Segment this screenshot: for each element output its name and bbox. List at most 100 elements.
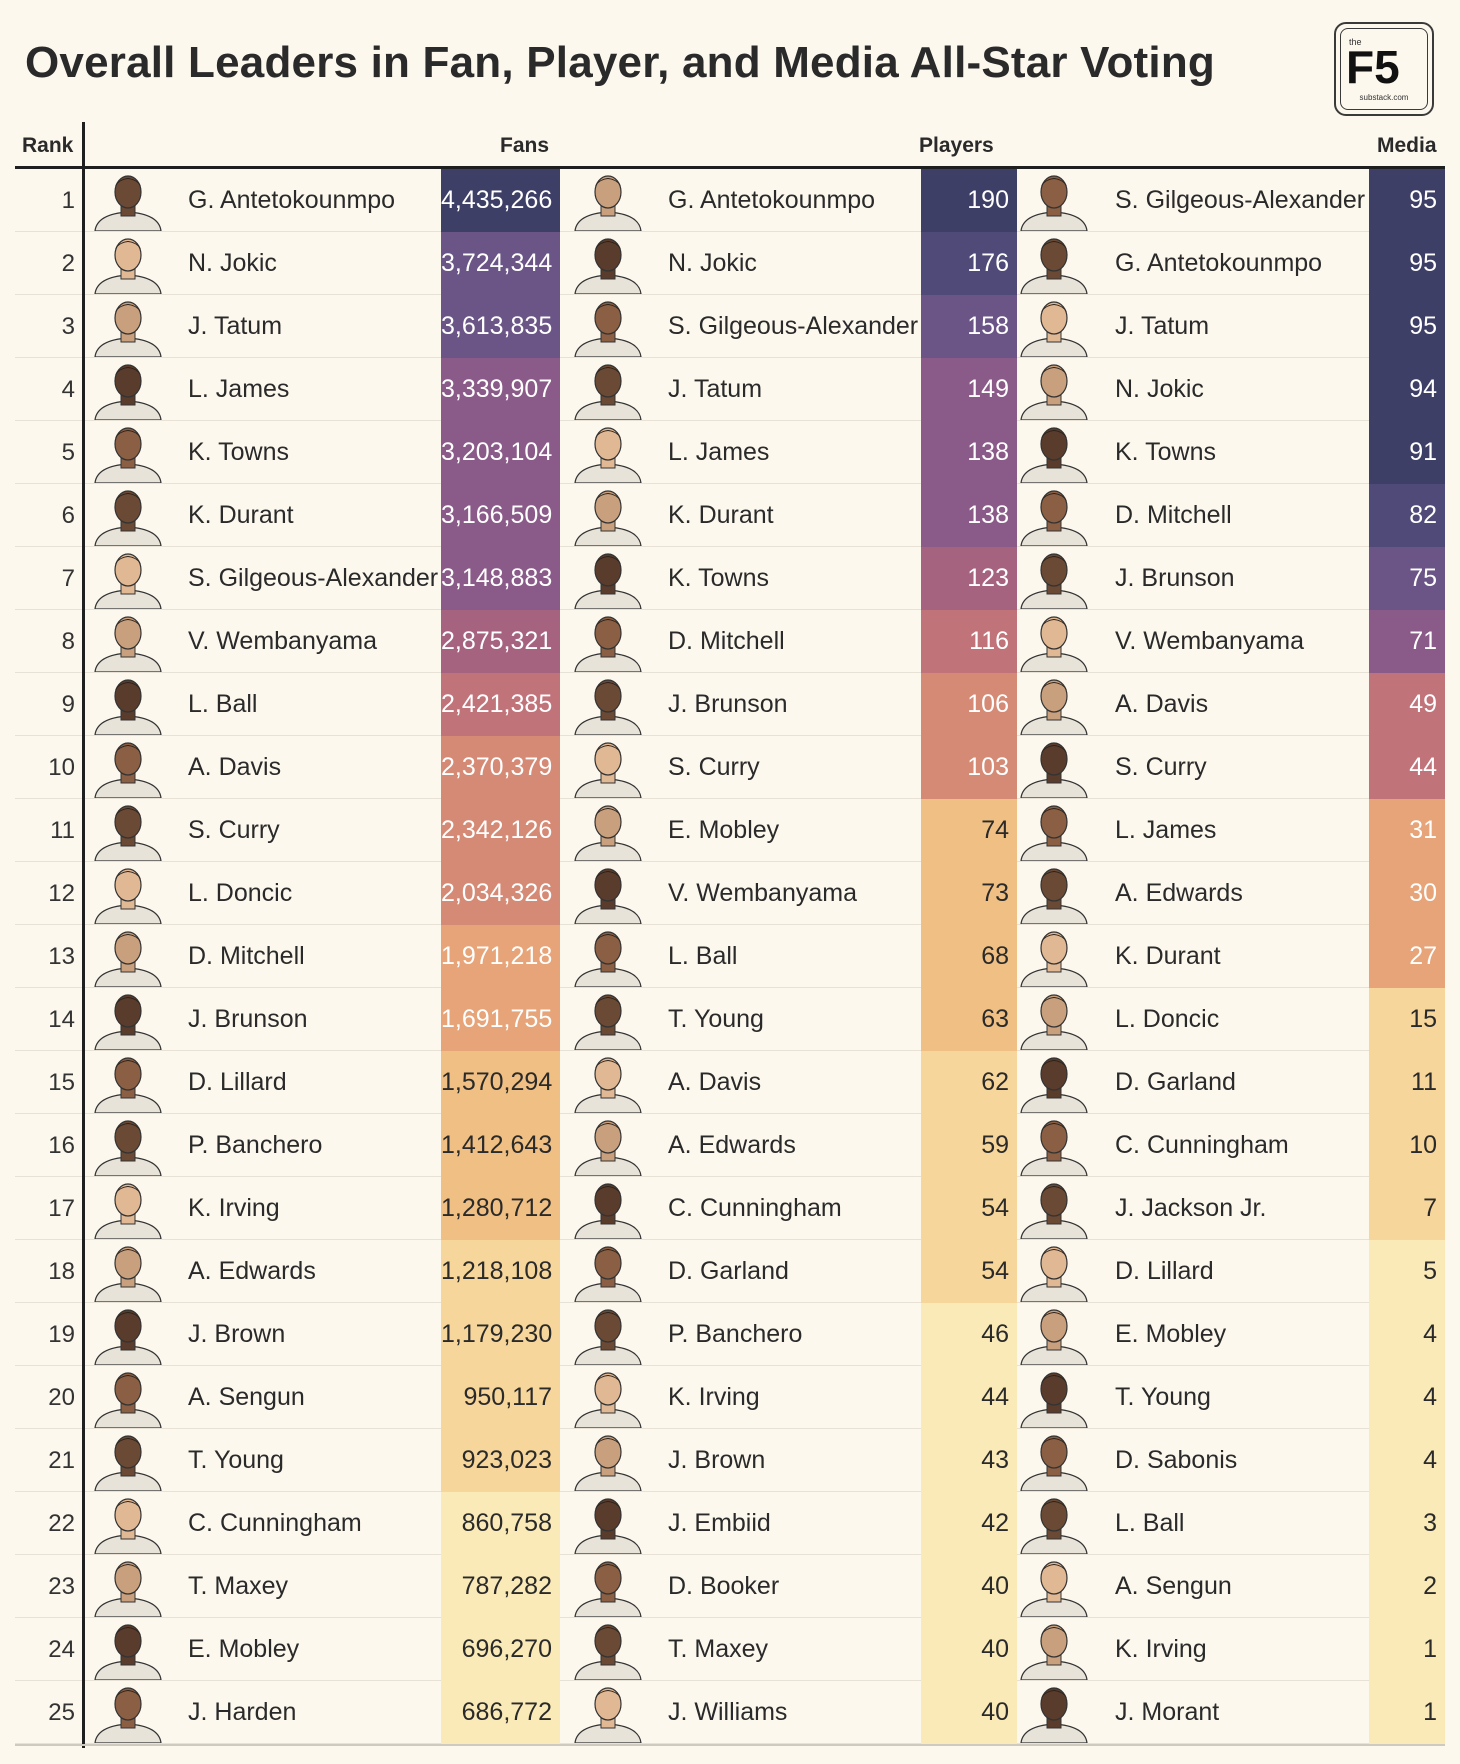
player-headshot-icon xyxy=(87,1556,169,1618)
table-row: 21 T. Young 923,023 J. Brown 43 D. Sabonis 4 xyxy=(15,1429,1445,1492)
media-votes-cell: 49 xyxy=(1369,673,1445,736)
media-votes-cell: 15 xyxy=(1369,988,1445,1051)
fans-votes-cell: 950,117 xyxy=(441,1366,560,1429)
players-player-name: A. Edwards xyxy=(668,1131,796,1159)
logo-small-text: the xyxy=(1349,37,1362,47)
media-player-name: J. Brunson xyxy=(1115,564,1235,592)
players-votes-cell: 123 xyxy=(921,547,1017,610)
fans-player-name: L. Doncic xyxy=(188,879,293,907)
rank-divider xyxy=(82,122,85,1748)
player-headshot-icon xyxy=(1013,737,1095,799)
media-player-name: C. Cunningham xyxy=(1115,1131,1289,1159)
fans-votes-cell: 2,342,126 xyxy=(441,799,560,862)
fans-votes-cell: 3,166,509 xyxy=(441,484,560,547)
player-headshot-icon xyxy=(567,611,649,673)
media-player-name: S. Gilgeous-Alexander xyxy=(1115,186,1366,214)
player-headshot-icon xyxy=(87,1682,169,1744)
players-player-name: J. Embiid xyxy=(668,1509,771,1537)
table-row: 8 V. Wembanyama 2,875,321 D. Mitchell 116 V. … xyxy=(15,610,1445,673)
player-headshot-icon xyxy=(567,926,649,988)
fans-votes-cell: 686,772 xyxy=(441,1681,560,1744)
table-row: 24 E. Mobley 696,270 T. Maxey 40 K. Irving 1 xyxy=(15,1618,1445,1681)
table-row: 1 G. Antetokounmpo 4,435,266 G. Antetokounm… xyxy=(15,169,1445,232)
player-headshot-icon xyxy=(567,1241,649,1303)
player-headshot-icon xyxy=(87,926,169,988)
table-row: 6 K. Durant 3,166,509 K. Durant 138 D. Mitche… xyxy=(15,484,1445,547)
logo-sub-text: substack.com xyxy=(1359,93,1409,102)
media-player-name: D. Lillard xyxy=(1115,1257,1214,1285)
fans-votes-cell: 2,421,385 xyxy=(441,673,560,736)
players-player-name: D. Garland xyxy=(668,1257,789,1285)
media-votes-cell: 94 xyxy=(1369,358,1445,421)
media-votes-cell: 1 xyxy=(1369,1681,1445,1744)
header-divider xyxy=(15,166,1445,169)
player-headshot-icon xyxy=(567,548,649,610)
players-player-name: S. Curry xyxy=(668,753,760,781)
players-votes-cell: 138 xyxy=(921,484,1017,547)
player-headshot-icon xyxy=(567,1556,649,1618)
player-headshot-icon xyxy=(1013,1619,1095,1681)
table-row: 9 L. Ball 2,421,385 J. Brunson 106 A. Davis 49 xyxy=(15,673,1445,736)
rank-cell: 23 xyxy=(48,1573,75,1600)
player-headshot-icon xyxy=(1013,485,1095,547)
rank-cell: 3 xyxy=(61,313,75,340)
fans-player-name: D. Lillard xyxy=(188,1068,287,1096)
player-headshot-icon xyxy=(567,1367,649,1429)
player-headshot-icon xyxy=(87,800,169,862)
players-votes-cell: 158 xyxy=(921,295,1017,358)
players-votes-cell: 138 xyxy=(921,421,1017,484)
table-row: 10 A. Davis 2,370,379 S. Curry 103 S. Curry 44 xyxy=(15,736,1445,799)
rank-cell: 24 xyxy=(48,1636,75,1663)
fans-votes-cell: 787,282 xyxy=(441,1555,560,1618)
fans-player-name: N. Jokic xyxy=(188,249,277,277)
players-votes-cell: 40 xyxy=(921,1618,1017,1681)
media-votes-cell: 4 xyxy=(1369,1303,1445,1366)
players-player-name: K. Irving xyxy=(668,1383,760,1411)
fans-player-name: V. Wembanyama xyxy=(188,627,377,655)
player-headshot-icon xyxy=(1013,1241,1095,1303)
table-row: 4 L. James 3,339,907 J. Tatum 149 N. Jokic 94 xyxy=(15,358,1445,421)
logo-main-text: F5 xyxy=(1346,41,1400,93)
player-headshot-icon xyxy=(567,170,649,232)
fans-votes-cell: 1,218,108 xyxy=(441,1240,560,1303)
players-votes-cell: 73 xyxy=(921,862,1017,925)
player-headshot-icon xyxy=(1013,863,1095,925)
media-votes-cell: 4 xyxy=(1369,1366,1445,1429)
fans-player-name: K. Towns xyxy=(188,438,289,466)
fans-votes-cell: 923,023 xyxy=(441,1429,560,1492)
table-row: 7 S. Gilgeous-Alexander 3,148,883 K. Towns 1… xyxy=(15,547,1445,610)
players-votes-cell: 68 xyxy=(921,925,1017,988)
media-votes-cell: 95 xyxy=(1369,169,1445,232)
player-headshot-icon xyxy=(87,485,169,547)
fans-player-name: C. Cunningham xyxy=(188,1509,362,1537)
player-headshot-icon xyxy=(87,674,169,736)
fans-votes-cell: 696,270 xyxy=(441,1618,560,1681)
players-votes-cell: 106 xyxy=(921,673,1017,736)
table-row: 5 K. Towns 3,203,104 L. James 138 K. Towns 91 xyxy=(15,421,1445,484)
fans-votes-cell: 3,613,835 xyxy=(441,295,560,358)
media-player-name: K. Durant xyxy=(1115,942,1221,970)
media-votes-cell: 11 xyxy=(1369,1051,1445,1114)
table-row: 12 L. Doncic 2,034,326 V. Wembanyama 73 A. Ed… xyxy=(15,862,1445,925)
media-votes-cell: 75 xyxy=(1369,547,1445,610)
players-votes-cell: 103 xyxy=(921,736,1017,799)
player-headshot-icon xyxy=(1013,611,1095,673)
media-votes-cell: 7 xyxy=(1369,1177,1445,1240)
media-player-name: A. Sengun xyxy=(1115,1572,1232,1600)
rank-cell: 21 xyxy=(48,1447,75,1474)
header-rank: Rank xyxy=(22,134,74,157)
rank-cell: 17 xyxy=(48,1195,75,1222)
media-votes-cell: 44 xyxy=(1369,736,1445,799)
player-headshot-icon xyxy=(567,359,649,421)
players-player-name: K. Durant xyxy=(668,501,774,529)
media-player-name: K. Irving xyxy=(1115,1635,1207,1663)
player-headshot-icon xyxy=(1013,1493,1095,1555)
players-votes-cell: 59 xyxy=(921,1114,1017,1177)
fans-player-name: J. Brunson xyxy=(188,1005,308,1033)
fans-player-name: J. Tatum xyxy=(188,312,283,340)
fans-player-name: E. Mobley xyxy=(188,1635,300,1663)
player-headshot-icon xyxy=(87,1178,169,1240)
player-headshot-icon xyxy=(567,1052,649,1114)
player-headshot-icon xyxy=(1013,1052,1095,1114)
player-headshot-icon xyxy=(1013,989,1095,1051)
